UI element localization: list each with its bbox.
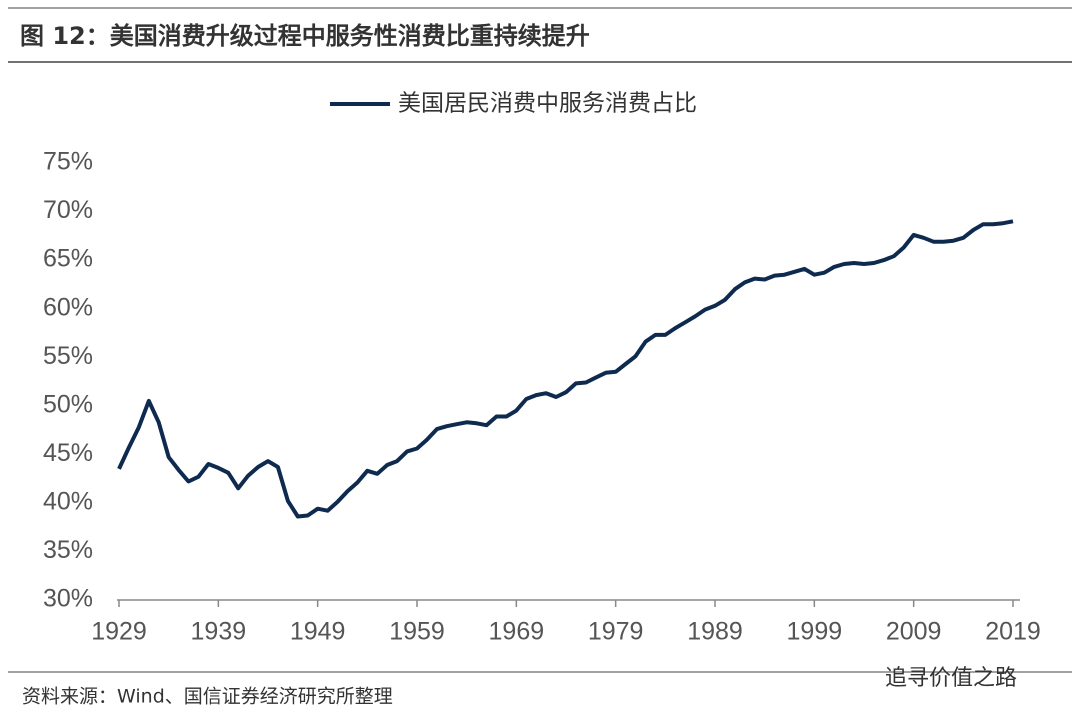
y-tick-label: 70%: [43, 196, 93, 224]
y-tick-label: 40%: [43, 487, 93, 515]
y-tick-label: 50%: [43, 390, 93, 418]
y-tick-label: 60%: [43, 293, 93, 321]
x-tick-label: 1929: [91, 618, 147, 646]
x-tick-label: 2019: [985, 618, 1041, 646]
y-tick-label: 75%: [43, 148, 93, 176]
x-tick-label: 1989: [687, 618, 743, 646]
x-tick-label: 2009: [886, 618, 942, 646]
chart-title: 图 12：美国消费升级过程中服务性消费比重持续提升: [20, 22, 590, 50]
y-tick-label: 65%: [43, 245, 93, 273]
y-tick-label: 35%: [43, 536, 93, 564]
legend-label: 美国居民消费中服务消费占比: [398, 91, 697, 117]
x-tick-label: 1949: [290, 618, 346, 646]
y-tick-label: 30%: [43, 585, 93, 613]
y-tick-label: 55%: [43, 342, 93, 370]
x-tick-label: 1959: [389, 618, 445, 646]
x-tick-label: 1999: [787, 618, 843, 646]
x-tick-label: 1969: [489, 618, 545, 646]
series-line: [117, 219, 1014, 519]
source-note: 资料来源：Wind、国信证券经济研究所整理: [22, 686, 393, 708]
y-tick-label: 45%: [43, 439, 93, 467]
x-tick-label: 1939: [191, 618, 247, 646]
x-tick-label: 1979: [588, 618, 644, 646]
watermark: 追寻价值之路: [885, 666, 1017, 691]
